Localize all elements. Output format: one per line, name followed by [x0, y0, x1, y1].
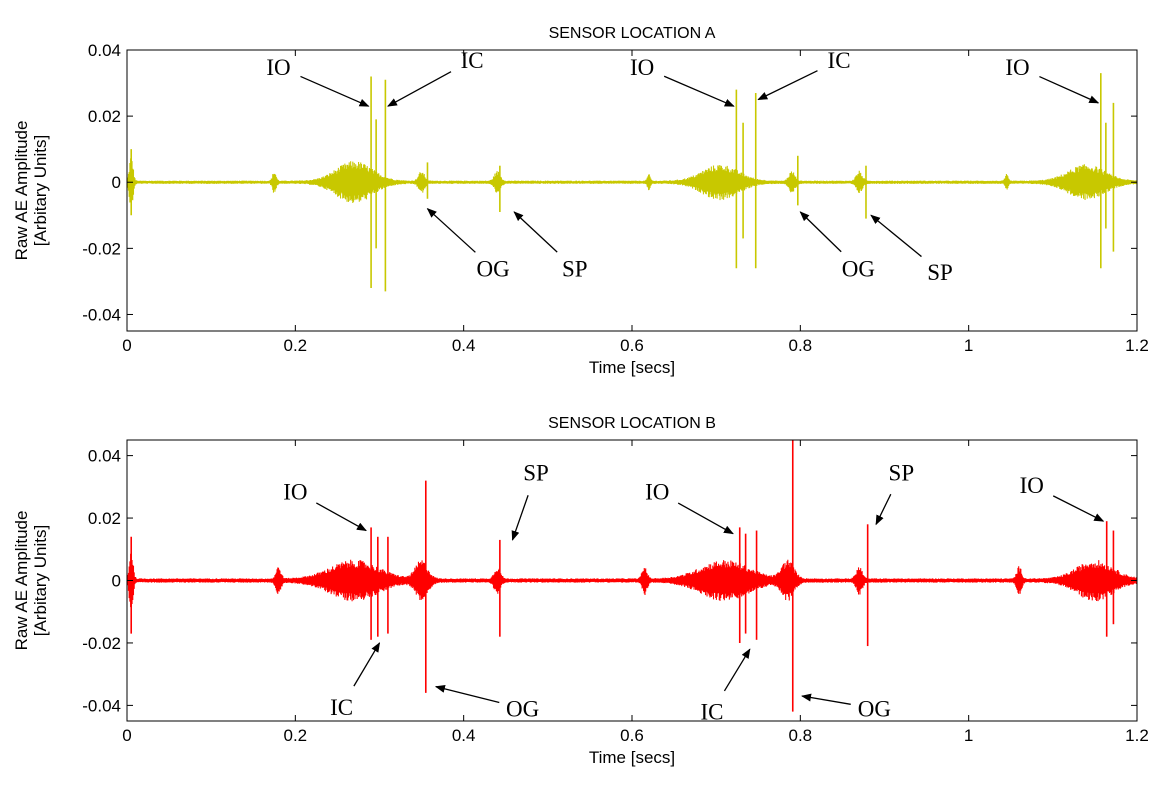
x-tick-label: 0.2 — [284, 336, 308, 355]
annotation-label-sp: SP — [927, 260, 953, 285]
x-tick-label: 0 — [122, 336, 131, 355]
signal-envelope — [127, 156, 1137, 203]
annotation-label-og: OG — [858, 696, 891, 721]
y-tick-label: 0.04 — [88, 41, 121, 60]
y-tick-label: 0 — [112, 173, 121, 192]
annotation-label-io: IO — [1020, 473, 1044, 498]
y-axis-label-line1: Raw AE Amplitude — [12, 511, 31, 651]
x-tick-label: 1 — [964, 336, 973, 355]
x-tick-label: 0.6 — [620, 336, 644, 355]
annotation-arrow — [387, 71, 452, 107]
annotation-label-sp: SP — [523, 461, 549, 486]
x-tick-label: 1.2 — [1125, 726, 1149, 745]
annotation-label-io: IO — [630, 55, 654, 80]
annotation-label-ic: IC — [700, 699, 723, 724]
chart-panel-1: SENSOR LOCATION A 0 0.2 0.4 0.6 0.8 1 1.2 0.04 0.… — [12, 25, 1149, 377]
annotation-arrow — [875, 493, 892, 526]
annotation-label-ic: IC — [461, 48, 484, 73]
annotation-label-io: IO — [283, 479, 307, 504]
annotation-label-sp: SP — [562, 256, 588, 281]
y-tick-label: -0.04 — [82, 696, 121, 715]
chart-title: SENSOR LOCATION A — [549, 25, 716, 42]
annotation-label-io: IO — [645, 479, 669, 504]
annotation-arrow — [1052, 495, 1105, 522]
y-tick-label: -0.02 — [82, 634, 121, 653]
y-axis-label-line2: [Arbitary Units] — [31, 135, 50, 246]
annotation-arrow — [426, 208, 476, 253]
y-tick-label: 0.02 — [88, 107, 121, 126]
annotation-arrow — [723, 648, 751, 692]
signal-trace — [127, 73, 1137, 292]
annotation-arrow — [757, 70, 818, 101]
annotation-label-ic: IC — [330, 695, 353, 720]
x-tick-label: 1.2 — [1125, 336, 1149, 355]
annotation-arrow — [434, 684, 500, 704]
signal-trace — [127, 440, 1137, 712]
y-tick-label: 0.04 — [88, 447, 121, 466]
x-tick-label: 0 — [122, 726, 131, 745]
chart-title: SENSOR LOCATION B — [548, 415, 716, 432]
y-axis-label-line2: [Arbitary Units] — [31, 525, 50, 636]
x-axis-label: Time [secs] — [589, 748, 675, 767]
annotation-label-io: IO — [266, 55, 290, 80]
annotation-arrow — [663, 75, 735, 107]
x-axis-label: Time [secs] — [589, 358, 675, 377]
x-tick-label: 0.8 — [789, 726, 813, 745]
annotation-arrow — [799, 211, 842, 253]
plot-area — [127, 50, 1137, 331]
annotation-label-ic: IC — [828, 48, 851, 73]
annotation-label-og: OG — [477, 256, 510, 281]
annotation-label-og: OG — [506, 696, 539, 721]
x-tick-label: 0.6 — [620, 726, 644, 745]
y-tick-label: -0.04 — [82, 305, 121, 324]
annotation-arrow — [870, 214, 922, 258]
annotation-label-og: OG — [842, 256, 875, 281]
annotation-arrow — [801, 693, 851, 705]
annotation-label-sp: SP — [889, 461, 915, 486]
annotation-label-io: IO — [1005, 55, 1029, 80]
annotation-arrow — [353, 642, 381, 687]
y-tick-label: 0.02 — [88, 509, 121, 528]
x-tick-label: 0.4 — [452, 336, 476, 355]
y-axis-label-line1: Raw AE Amplitude — [12, 121, 31, 261]
annotation-arrow — [677, 502, 734, 535]
annotation-arrow — [513, 211, 558, 253]
x-tick-label: 0.4 — [452, 726, 476, 745]
chart-panel-2: SENSOR LOCATION B 0 0.2 0.4 0.6 0.8 1 1.2 0.04 0.… — [12, 415, 1149, 767]
signal-envelope — [127, 553, 1137, 608]
annotation-arrow — [300, 75, 370, 107]
y-tick-label: 0 — [112, 572, 121, 591]
y-tick-label: -0.02 — [82, 239, 121, 258]
x-tick-label: 0.8 — [789, 336, 813, 355]
annotation-arrow — [511, 495, 529, 541]
annotation-arrow — [316, 502, 367, 532]
x-tick-label: 1 — [964, 726, 973, 745]
annotation-arrow — [1039, 75, 1100, 104]
x-tick-label: 0.2 — [284, 726, 308, 745]
